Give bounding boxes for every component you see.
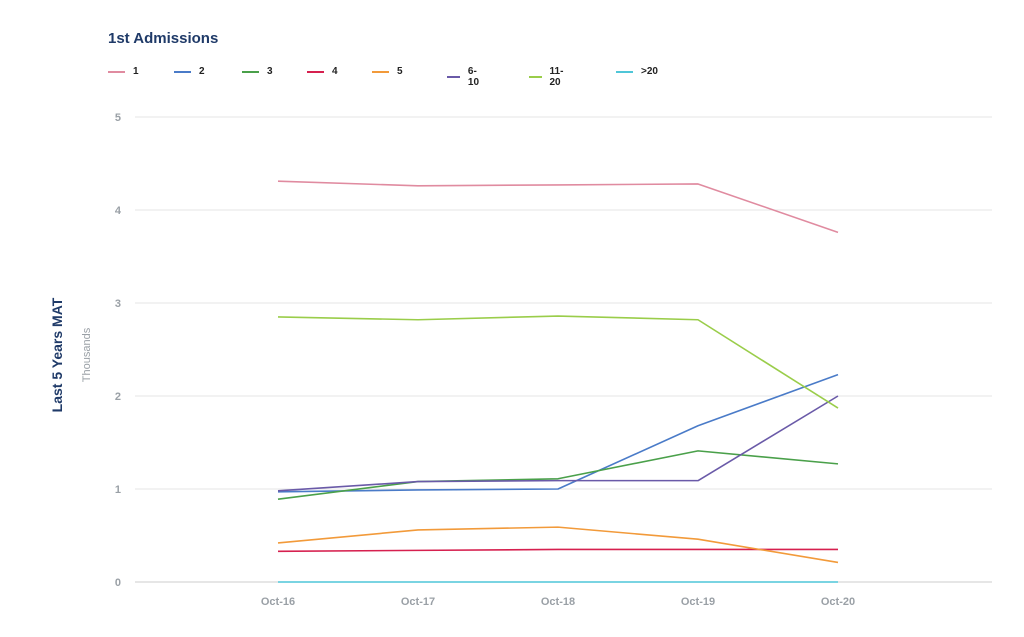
y-tick-label: 5 [115,112,121,124]
series-line-4 [278,549,838,551]
y-tick-label: 2 [115,391,121,403]
series-line-2 [278,375,838,492]
x-tick-label: Oct-20 [821,596,855,608]
y-tick-label: 0 [115,577,121,589]
x-tick-label: Oct-19 [681,596,715,608]
y-tick-label: 4 [115,205,122,217]
x-tick-label: Oct-17 [401,596,435,608]
x-tick-label: Oct-16 [261,596,295,608]
y-tick-label: 1 [115,484,121,496]
series-line-1 [278,181,838,232]
series-line-6 [278,396,838,491]
series-line-5 [278,527,838,562]
y-tick-label: 3 [115,298,121,310]
series-line-3 [278,451,838,499]
x-tick-label: Oct-18 [541,596,575,608]
series-line-7 [278,316,838,408]
y-axis-title: Last 5 Years MAT [49,297,65,412]
y-axis-unit: Thousands [81,327,93,382]
